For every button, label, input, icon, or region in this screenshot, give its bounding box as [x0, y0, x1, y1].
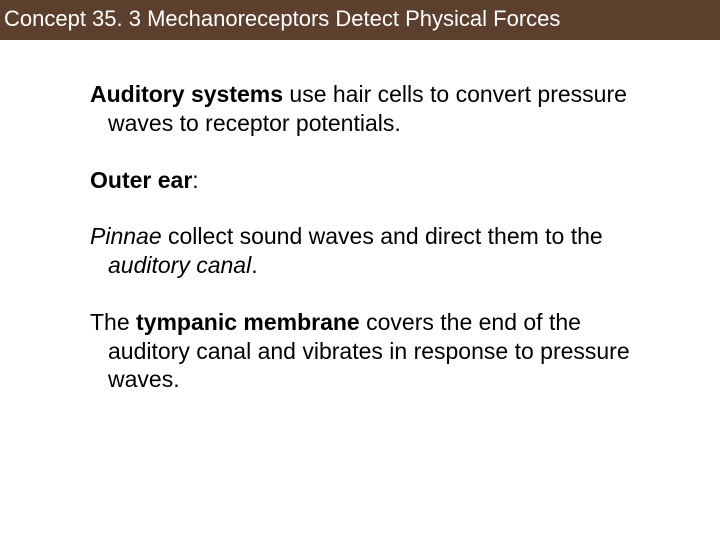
paragraph-2: Outer ear:: [90, 166, 660, 195]
text-run: tympanic membrane: [136, 309, 360, 335]
paragraph-4: The tympanic membrane covers the end of …: [90, 308, 660, 394]
paragraph-1: Auditory systems use hair cells to conve…: [90, 80, 660, 138]
slide-title: Concept 35. 3 Mechanoreceptors Detect Ph…: [4, 6, 560, 31]
slide-header: Concept 35. 3 Mechanoreceptors Detect Ph…: [0, 0, 720, 40]
paragraph-3: Pinnae collect sound waves and direct th…: [90, 222, 660, 280]
text-run: Auditory systems: [90, 81, 283, 107]
text-run: The: [90, 309, 136, 335]
text-run: auditory canal: [108, 252, 251, 278]
text-run: collect sound waves and direct them to t…: [162, 223, 603, 249]
text-run: Pinnae: [90, 223, 162, 249]
slide-content: Auditory systems use hair cells to conve…: [0, 40, 720, 394]
text-run: :: [192, 167, 198, 193]
text-run: .: [251, 252, 257, 278]
text-run: Outer ear: [90, 167, 192, 193]
